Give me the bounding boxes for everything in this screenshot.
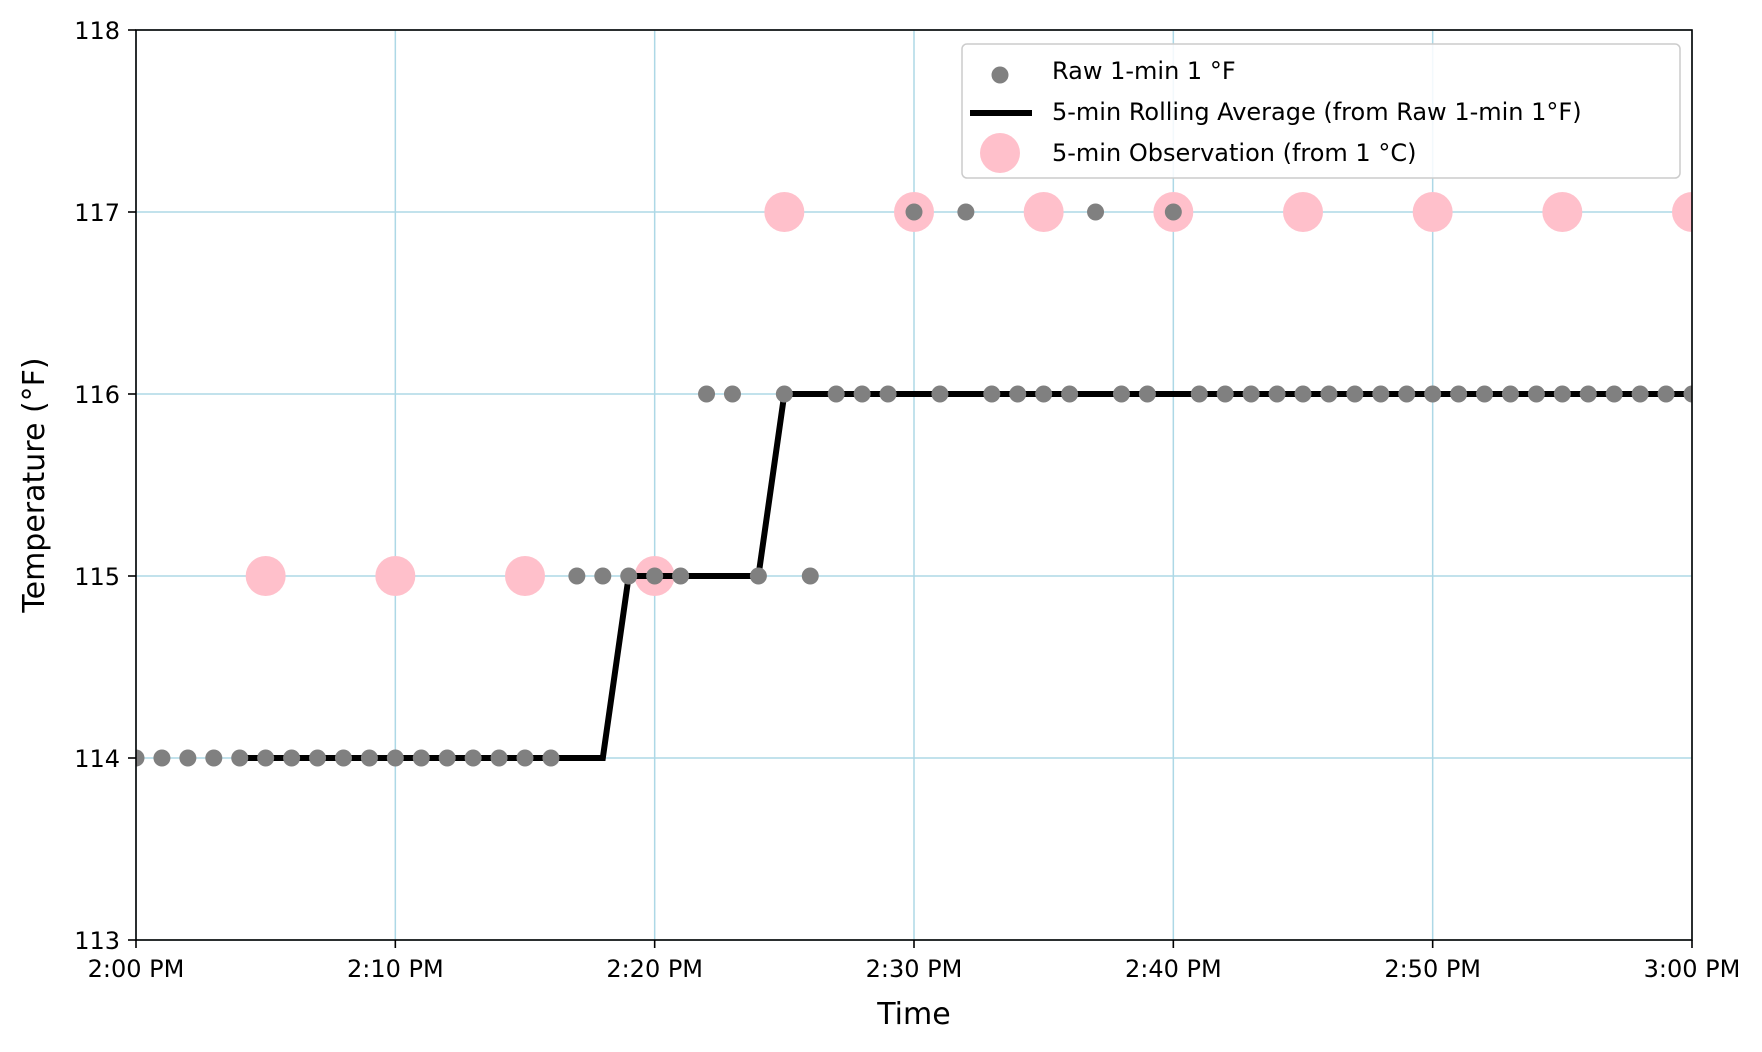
raw-point <box>957 203 975 221</box>
raw-point <box>205 749 223 767</box>
x-tick-label: 2:10 PM <box>347 955 444 983</box>
x-tick-label: 2:40 PM <box>1125 955 1222 983</box>
observation-point <box>1542 192 1583 232</box>
y-tick-label: 117 <box>74 199 120 227</box>
legend-label: Raw 1-min 1 °F <box>1052 57 1236 85</box>
raw-point <box>646 567 664 585</box>
x-tick-label: 2:50 PM <box>1384 955 1481 983</box>
observation-point <box>245 556 286 596</box>
observation-point <box>1412 192 1453 232</box>
raw-point <box>386 749 404 767</box>
legend: Raw 1-min 1 °F 5-min Rolling Average (fro… <box>961 43 1681 179</box>
raw-point <box>1061 385 1079 403</box>
raw-point <box>1450 385 1468 403</box>
y-tick-label: 114 <box>74 745 120 773</box>
raw-point <box>1035 385 1053 403</box>
raw-point <box>1164 203 1182 221</box>
raw-point <box>723 385 741 403</box>
observation-point <box>375 556 416 596</box>
raw-point <box>1216 385 1234 403</box>
raw-point <box>594 567 612 585</box>
raw-point <box>1320 385 1338 403</box>
raw-point <box>1605 385 1623 403</box>
observation-point <box>1283 192 1323 232</box>
raw-point <box>672 567 690 585</box>
x-tick-label: 2:30 PM <box>866 955 963 983</box>
raw-point <box>1424 385 1442 403</box>
raw-point <box>905 203 923 221</box>
raw-point <box>1087 203 1105 221</box>
observation-point <box>1672 192 1692 232</box>
raw-point <box>931 385 949 403</box>
raw-point <box>1346 385 1364 403</box>
raw-point <box>490 749 508 767</box>
legend-label: 5-min Observation (from 1 °C) <box>1052 139 1416 167</box>
legend-observation-marker <box>980 133 1020 173</box>
raw-point <box>1268 385 1286 403</box>
raw-point <box>1683 385 1692 403</box>
raw-point <box>1372 385 1390 403</box>
raw-point <box>516 749 534 767</box>
raw-point <box>542 749 560 767</box>
raw-point <box>309 749 327 767</box>
raw-point <box>775 385 793 403</box>
plot-area <box>136 192 1692 767</box>
observation-point <box>764 192 805 232</box>
x-tick-label: 2:20 PM <box>606 955 703 983</box>
legend-raw-marker <box>991 66 1009 84</box>
tick-labels: 2:00 PM 2:10 PM 2:20 PM 2:30 PM 2:40 PM 2:50 … <box>74 17 1740 983</box>
raw-point <box>1009 385 1027 403</box>
raw-point <box>257 749 275 767</box>
raw-point <box>334 749 352 767</box>
raw-point <box>1138 385 1156 403</box>
legend-box <box>961 43 1681 179</box>
raw-point <box>801 567 819 585</box>
raw-point <box>231 749 249 767</box>
raw-point <box>879 385 897 403</box>
raw-point <box>749 567 767 585</box>
raw-point <box>1294 385 1312 403</box>
x-tick-label: 2:00 PM <box>88 955 185 983</box>
raw-point <box>153 749 171 767</box>
raw-point <box>620 567 638 585</box>
x-tick-label: 3:00 PM <box>1644 955 1741 983</box>
raw-point <box>853 385 871 403</box>
y-axis-label: Temperature (°F) <box>17 357 52 613</box>
raw-point <box>1476 385 1494 403</box>
raw-point <box>1112 385 1130 403</box>
x-axis-label: Time <box>876 997 950 1032</box>
raw-point <box>1242 385 1260 403</box>
raw-point <box>412 749 430 767</box>
raw-point <box>1190 385 1208 403</box>
raw-point <box>1631 385 1649 403</box>
observation-point <box>1023 192 1064 232</box>
raw-point <box>438 749 456 767</box>
raw-point <box>698 385 716 403</box>
raw-point <box>136 749 145 767</box>
raw-point <box>179 749 197 767</box>
raw-point <box>1657 385 1675 403</box>
legend-label: 5-min Rolling Average (from Raw 1-min 1°… <box>1052 98 1582 126</box>
raw-point <box>1579 385 1597 403</box>
raw-point <box>464 749 482 767</box>
y-tick-label: 118 <box>74 17 120 45</box>
y-tick-label: 116 <box>74 381 120 409</box>
raw-point <box>1398 385 1416 403</box>
y-tick-label: 113 <box>74 927 120 955</box>
raw-point <box>1527 385 1545 403</box>
raw-point <box>983 385 1001 403</box>
raw-point <box>568 567 586 585</box>
raw-point <box>1501 385 1519 403</box>
raw-point <box>1553 385 1571 403</box>
raw-point <box>827 385 845 403</box>
raw-point <box>360 749 378 767</box>
raw-point <box>283 749 301 767</box>
observation-point <box>505 556 545 596</box>
y-tick-label: 115 <box>74 563 120 591</box>
